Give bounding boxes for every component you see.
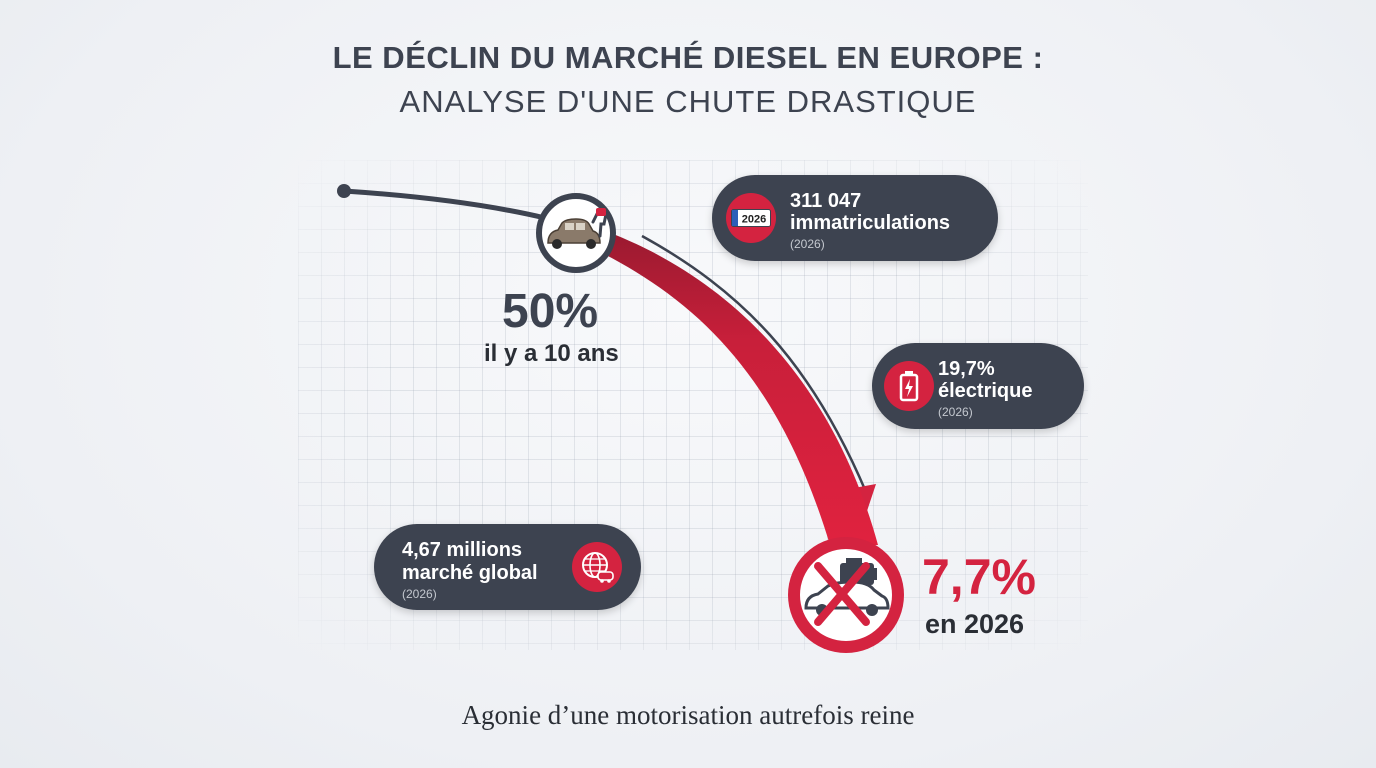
start-label: il y a 10 ans [484,340,619,367]
title-line-2: ANALYSE D'UNE CHUTE DRASTIQUE [399,84,977,119]
global-market-value: 4,67 millions [402,539,523,561]
registrations-year: (2026) [790,237,825,251]
electric-label: électrique [938,380,1033,402]
start-circle-icon [536,193,616,273]
license-plate-icon: 2026 [726,193,776,243]
electric-card: 19,7% électrique (2026) [872,343,1084,429]
global-market-card: 4,67 millions marché global (2026) [374,524,641,610]
plate-year-text: 2026 [742,214,766,226]
globe-car-icon [572,542,622,592]
start-percentage: 50% [502,285,599,338]
title-line-1: LE DÉCLIN DU MARCHÉ DIESEL EN EUROPE : [332,40,1044,75]
battery-icon [884,361,934,411]
registrations-value: 311 047 [790,190,862,212]
trend-start-dot [337,184,351,198]
end-circle-icon [788,537,904,653]
electric-year: (2026) [938,405,973,419]
global-market-year: (2026) [402,587,437,601]
thin-trend-arrow [641,234,868,493]
trend-line-past [341,188,548,221]
end-percentage: 7,7% [922,549,1036,605]
end-label: en 2026 [925,609,1025,639]
electric-value: 19,7% [938,358,995,380]
registrations-card: 2026 311 047 immatriculations (2026) [712,175,998,261]
red-decline-band [590,232,878,545]
caption: Agonie d’une motorisation autrefois rein… [461,700,915,730]
global-market-label: marché global [402,562,538,584]
registrations-label: immatriculations [790,212,951,234]
